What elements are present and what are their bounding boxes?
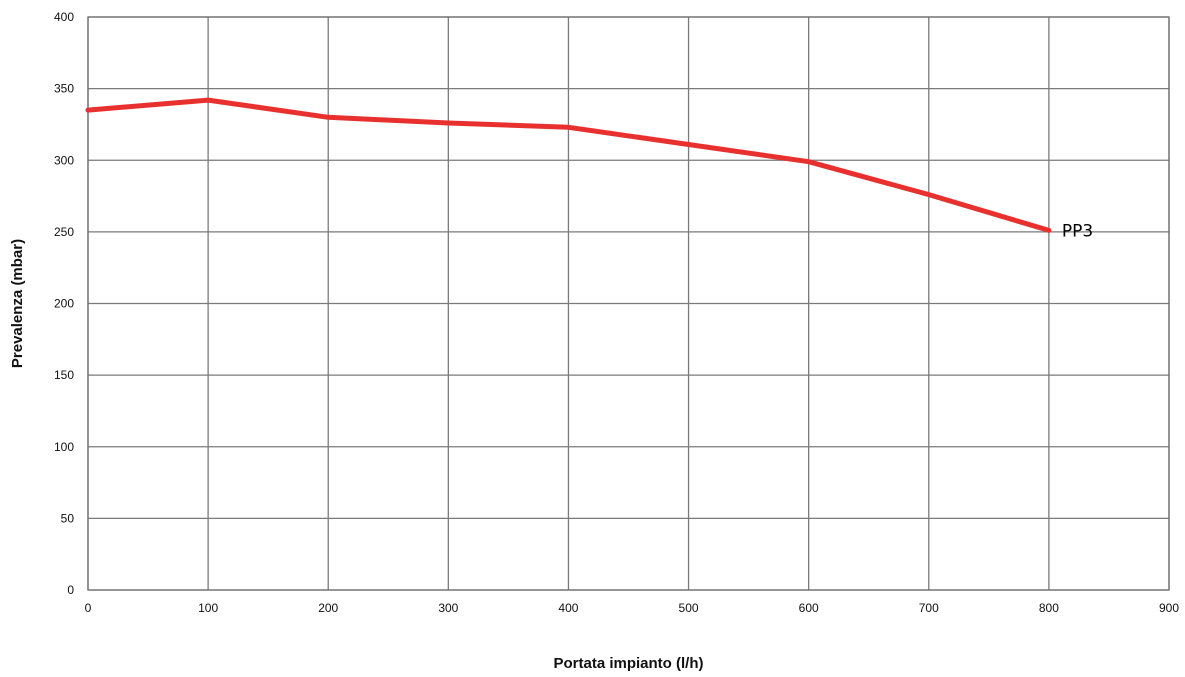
x-tick-label: 400 [558, 601, 578, 615]
grid [87, 16, 1170, 591]
x-tick-label: 0 [85, 601, 92, 615]
y-tick-label: 400 [54, 10, 74, 24]
y-tick-label: 300 [54, 153, 74, 167]
x-axis-title: Portata impianto (l/h) [554, 655, 704, 672]
x-tick-label: 600 [799, 601, 819, 615]
x-axis-ticks: 0 100 200 300 400 500 600 700 800 900 [85, 601, 1180, 615]
plot-frame [87, 16, 1170, 591]
x-tick-label: 100 [198, 601, 218, 615]
y-tick-label: 250 [54, 225, 74, 239]
x-tick-label: 300 [438, 601, 458, 615]
y-axis-ticks: 0 50 100 150 200 250 300 350 400 [54, 10, 74, 597]
y-axis-title: Prevalenza (mbar) [9, 239, 26, 368]
series-layer: PP3 [85, 97, 1093, 241]
y-tick-label: 200 [54, 297, 74, 311]
x-tick-label: 700 [919, 601, 939, 615]
y-tick-label: 150 [54, 368, 74, 382]
x-tick-label: 900 [1159, 601, 1179, 615]
y-tick-label: 350 [54, 82, 74, 96]
x-tick-label: 500 [679, 601, 699, 615]
x-tick-label: 200 [318, 601, 338, 615]
y-tick-label: 0 [67, 583, 74, 597]
y-tick-label: 50 [61, 511, 75, 525]
y-tick-label: 100 [54, 440, 74, 454]
x-tick-label: 800 [1039, 601, 1059, 615]
series-label: PP3 [1062, 221, 1093, 241]
series-line-pp3 [85, 97, 1052, 233]
